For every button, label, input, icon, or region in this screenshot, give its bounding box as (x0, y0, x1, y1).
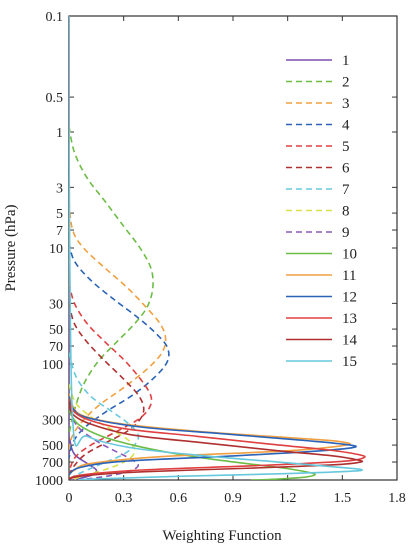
legend-label-1: 1 (342, 53, 350, 69)
y-tick-label: 50 (49, 323, 63, 338)
y-tick-label: 3 (56, 181, 63, 196)
legend-label-11: 11 (342, 268, 356, 284)
x-axis-label: Weighting Function (162, 528, 282, 544)
series-line-15 (69, 16, 364, 480)
x-tick-label: 1.5 (334, 491, 352, 506)
series-line-13 (69, 398, 366, 480)
x-tick-label: 0 (66, 491, 73, 506)
legend-label-15: 15 (342, 354, 357, 370)
y-tick-label: 1000 (35, 474, 63, 489)
series-line-14 (69, 401, 364, 480)
y-tick-label: 1 (56, 126, 63, 141)
x-tick-label: 0.6 (170, 491, 188, 506)
y-tick-label: 5 (56, 207, 63, 222)
legend-label-14: 14 (342, 333, 358, 349)
series-line-5 (69, 282, 153, 475)
y-tick-label: 0.1 (46, 10, 64, 25)
series-line-2 (69, 126, 154, 435)
x-tick-label: 0.9 (224, 491, 242, 506)
series-line-12 (69, 396, 357, 476)
x-tick-label: 1.8 (388, 491, 406, 506)
legend-label-4: 4 (342, 118, 350, 134)
series-line-6 (69, 303, 145, 476)
legend-label-7: 7 (342, 182, 350, 198)
y-tick-label: 500 (42, 439, 63, 454)
legend-label-9: 9 (342, 225, 350, 241)
x-tick-label: 1.2 (279, 491, 297, 506)
y-tick-label: 100 (42, 358, 63, 373)
x-axis-ticks: 0 0.3 0.6 0.9 1.2 1.5 1.8 (66, 16, 406, 506)
legend-label-3: 3 (342, 96, 350, 112)
y-tick-label: 30 (49, 297, 63, 312)
y-tick-label: 7 (56, 224, 63, 239)
series-line-4 (69, 242, 170, 459)
legend-label-8: 8 (342, 204, 350, 220)
series-line-10 (69, 409, 316, 480)
y-axis-label: Pressure (hPa) (3, 204, 19, 291)
series-layer (69, 16, 366, 480)
y-tick-label: 700 (42, 456, 63, 471)
series-line-9 (69, 409, 140, 480)
legend-label-12: 12 (342, 290, 357, 306)
y-tick-label: 10 (49, 242, 63, 257)
y-tick-label: 70 (49, 340, 63, 355)
legend-label-5: 5 (342, 139, 350, 155)
x-tick-label: 0.3 (115, 491, 133, 506)
legend-label-13: 13 (342, 311, 357, 327)
legend-label-6: 6 (342, 161, 350, 177)
legend-label-2: 2 (342, 75, 350, 91)
y-tick-label: 0.5 (46, 91, 64, 106)
y-tick-label: 300 (42, 413, 63, 428)
legend-label-10: 10 (342, 247, 357, 263)
